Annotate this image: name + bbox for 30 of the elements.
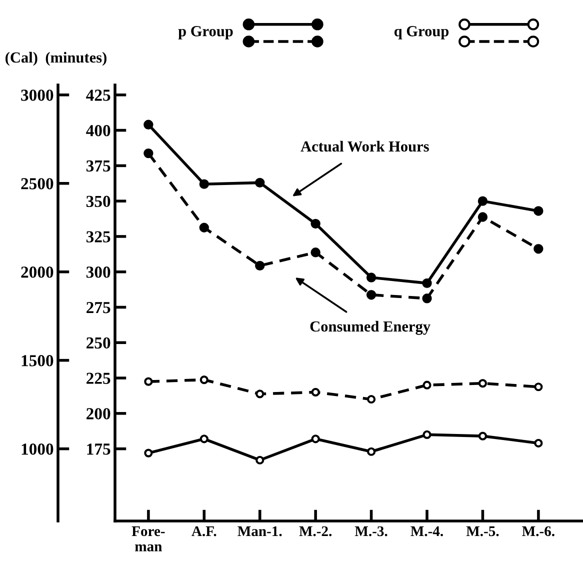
x-tick-label: M.-5.: [466, 526, 499, 536]
y-tick-label: 350: [86, 196, 110, 208]
legend-label: q Group: [394, 26, 449, 40]
annotation: Actual Work Hours: [300, 140, 429, 152]
y-tick-label: 325: [86, 231, 110, 242]
y-tick-label: 250: [86, 337, 110, 349]
y2-tick-label: 3000: [21, 90, 54, 101]
x-tick-label: Fore- man: [132, 526, 165, 552]
y-tick-label: 300: [86, 266, 110, 278]
y-tick-label: 400: [86, 125, 110, 136]
y2-tick-label: 2000: [21, 266, 54, 278]
y-tick-label: 200: [86, 408, 110, 420]
y-tick-label: 375: [86, 160, 110, 172]
legend-label: p Group: [178, 26, 233, 40]
y-tick-label: 175: [87, 444, 110, 455]
x-tick-label: M.-3.: [354, 526, 388, 536]
y-tick-label: 225: [86, 372, 110, 384]
y-tick-label: 425: [86, 90, 110, 101]
x-tick-label: M.-2.: [299, 526, 332, 536]
y-axis-title: (minutes): [46, 52, 106, 66]
x-tick-label: Man-1.: [238, 526, 282, 536]
x-tick-label: M.-4.: [410, 526, 443, 536]
x-tick-label: M.-6.: [522, 526, 554, 536]
y2-tick-label: 1000: [22, 444, 54, 455]
y2-axis-title: (Cal): [6, 52, 38, 66]
annotation: Consumed Energy: [310, 320, 430, 335]
y2-tick-label: 2500: [21, 178, 54, 190]
x-tick-label: A.F.: [192, 526, 216, 536]
y-tick-label: 275: [86, 302, 110, 314]
y2-tick-label: 1500: [22, 355, 54, 366]
